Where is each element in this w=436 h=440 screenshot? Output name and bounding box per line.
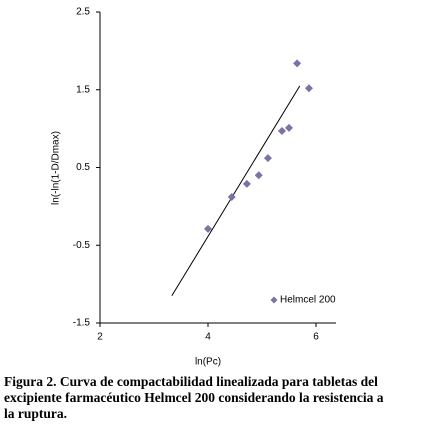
point (285, 123, 293, 132)
point (204, 224, 212, 233)
legend-marker (270, 296, 278, 304)
y-axis-title: ln(-ln(1-D/Dmax) (51, 131, 62, 205)
point (254, 171, 263, 180)
point (227, 193, 236, 202)
point (277, 126, 286, 135)
point (304, 84, 313, 93)
point (242, 179, 251, 188)
y-tick-label: -1.5 (73, 318, 91, 329)
x-axis-title: ln(Pc) (195, 357, 221, 368)
point (263, 154, 272, 163)
y-tick-label: -0.5 (73, 240, 91, 251)
caption-line: Figura 2. Curva de compactabilidad linea… (4, 374, 378, 389)
caption-line: la ruptura. (4, 406, 68, 421)
caption-line: excipiente farmacéutico Helmcel 200 cons… (4, 390, 384, 405)
x-tick-label: 6 (313, 332, 319, 343)
x-tick-label: 2 (97, 332, 103, 343)
y-tick-label: 0.5 (76, 162, 90, 173)
caption: Figura 2. Curva de compactabilidad linea… (4, 374, 434, 422)
legend-label: Helmcel 200 (280, 295, 336, 306)
point (293, 59, 302, 68)
y-tick-label: 1.5 (76, 84, 90, 95)
trendline (171, 85, 301, 297)
x-tick-label: 4 (205, 332, 211, 343)
chart: ln(Pc) ln(-ln(1-D/Dmax) -1.5 -0.5 0.5 1.5 2.… (51, 7, 336, 368)
y-tick-label: 2.5 (76, 7, 90, 18)
